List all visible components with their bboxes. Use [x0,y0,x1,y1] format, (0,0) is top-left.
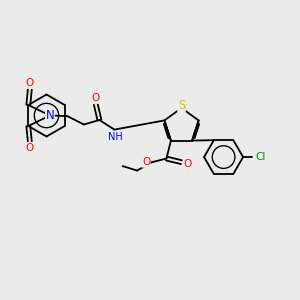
Text: Cl: Cl [255,152,266,162]
Text: O: O [92,93,100,103]
Text: O: O [183,159,191,169]
Text: N: N [46,109,54,122]
Text: O: O [26,142,34,153]
Text: O: O [142,157,150,167]
Text: NH: NH [108,131,122,142]
Text: S: S [178,99,185,112]
Text: O: O [26,78,34,88]
